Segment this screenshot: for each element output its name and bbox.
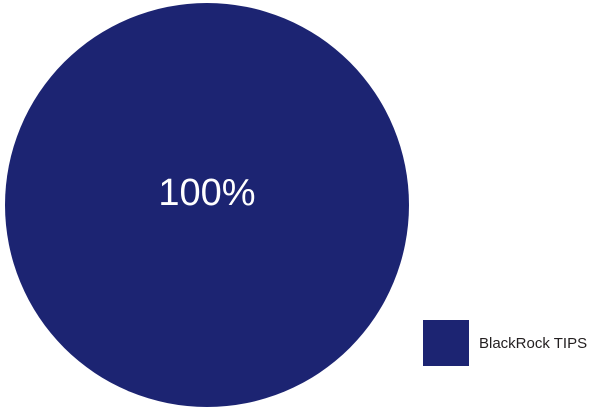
pie-slice-labels: 100% bbox=[158, 172, 255, 214]
pie-slice-label: 100% bbox=[158, 172, 255, 214]
legend: BlackRock TIPS bbox=[423, 320, 587, 366]
pie-slices bbox=[5, 3, 409, 407]
legend-swatch-blackrock-tips bbox=[423, 320, 469, 366]
legend-label-blackrock-tips: BlackRock TIPS bbox=[479, 334, 588, 352]
pie-slice-blackrock-tips bbox=[5, 3, 409, 407]
